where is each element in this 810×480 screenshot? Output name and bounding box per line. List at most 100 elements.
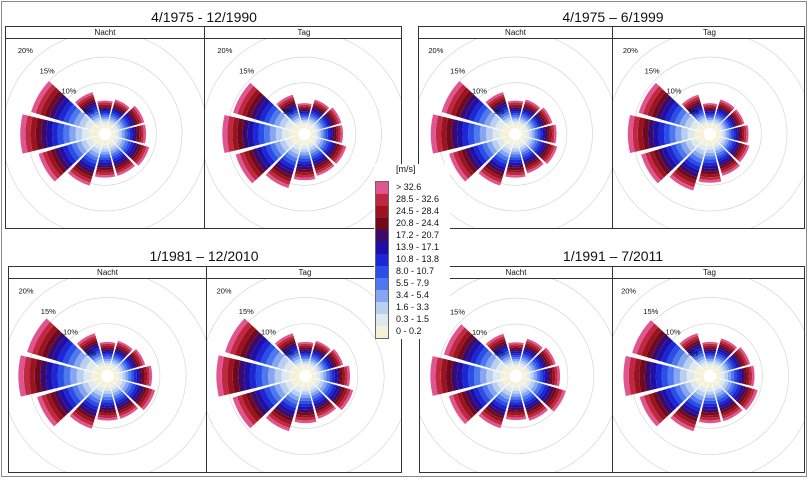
speed-band — [540, 108, 551, 125]
speed-band — [650, 362, 658, 390]
speed-band — [69, 125, 77, 143]
direction-sector — [710, 125, 749, 143]
speed-band — [90, 372, 108, 380]
speed-band — [528, 139, 536, 149]
speed-band — [67, 347, 82, 366]
speed-band — [327, 142, 337, 158]
speed-band — [115, 160, 132, 172]
speed-band — [488, 96, 506, 108]
rose-group-4: Nacht 15% 10% 5% Tag 20% 15% 10% 5% — [419, 266, 805, 473]
speed-band — [90, 146, 101, 154]
speed-band — [666, 344, 681, 365]
speed-band — [738, 368, 742, 384]
speed-band — [275, 127, 283, 141]
speed-band — [126, 112, 136, 126]
speed-band — [452, 151, 472, 179]
speed-band — [308, 116, 317, 123]
speed-band — [234, 325, 256, 357]
speed-band — [44, 90, 63, 118]
speed-band — [726, 358, 735, 370]
speed-band — [719, 123, 725, 131]
speed-band — [491, 139, 502, 152]
speed-band — [718, 154, 732, 165]
direction-sector — [20, 114, 105, 154]
speed-band — [270, 142, 283, 159]
speed-band — [97, 161, 113, 166]
speed-band — [100, 115, 110, 118]
calm-center — [703, 127, 717, 141]
speed-band — [313, 156, 328, 167]
speed-band — [118, 402, 135, 414]
direction-sector — [505, 376, 527, 421]
speed-band — [503, 117, 512, 124]
speed-band — [67, 386, 81, 405]
speed-band — [508, 345, 524, 349]
speed-band — [335, 126, 339, 142]
direction-sector — [297, 341, 314, 376]
speed-band — [317, 362, 324, 372]
speed-band — [469, 388, 484, 410]
speed-band — [85, 360, 96, 372]
speed-band — [314, 122, 321, 131]
speed-band — [470, 343, 486, 364]
speed-band — [299, 349, 312, 352]
speed-band — [287, 350, 299, 359]
speed-band — [314, 158, 330, 169]
speed-band — [523, 348, 536, 358]
speed-band — [661, 340, 677, 363]
speed-band — [718, 379, 726, 387]
speed-band — [658, 122, 666, 146]
speed-band — [323, 371, 327, 381]
speed-band — [511, 117, 520, 120]
speed-band — [482, 166, 503, 180]
speed-band — [268, 367, 276, 385]
speed-band — [723, 130, 727, 138]
speed-band — [46, 120, 54, 148]
speed-band — [521, 389, 531, 397]
wind-rose-tag: 20% 15% 10% 5% — [613, 279, 804, 472]
speed-band — [684, 340, 701, 351]
rose-panel: Tag 20% 15% 10% 5% — [206, 267, 401, 472]
speed-band — [293, 358, 302, 366]
speed-band — [679, 405, 699, 419]
speed-band — [114, 99, 130, 110]
speed-band — [277, 160, 295, 173]
speed-band — [492, 101, 507, 112]
speed-band — [275, 405, 294, 419]
speed-band — [716, 353, 727, 361]
speed-band — [54, 390, 71, 415]
speed-band — [81, 340, 98, 351]
speed-band — [129, 353, 140, 368]
direction-sector — [710, 134, 750, 163]
speed-band — [247, 149, 265, 175]
speed-band — [506, 411, 526, 416]
speed-band — [448, 394, 469, 425]
speed-band — [102, 121, 108, 125]
speed-band — [91, 353, 102, 361]
speed-band — [124, 113, 134, 127]
speed-band — [642, 118, 650, 150]
speed-band — [718, 137, 724, 144]
speed-band — [95, 171, 115, 176]
speed-band — [509, 347, 523, 351]
speed-band — [705, 112, 715, 116]
direction-sector — [107, 376, 156, 411]
speed-band — [281, 370, 290, 382]
speed-band — [135, 386, 148, 405]
speed-band — [733, 385, 744, 401]
speed-band — [138, 367, 143, 385]
speed-band — [528, 362, 536, 372]
speed-band — [520, 146, 529, 153]
speed-band — [482, 142, 494, 158]
legend-swatch — [376, 206, 388, 218]
speed-band — [687, 128, 695, 140]
ring-label: 10% — [63, 328, 78, 337]
panel-header: Nacht — [6, 27, 204, 39]
speed-band — [264, 124, 271, 144]
speed-band — [282, 397, 298, 409]
speed-band — [122, 115, 132, 127]
speed-band — [642, 85, 663, 116]
direction-sector — [478, 134, 516, 186]
speed-band — [510, 151, 521, 155]
speed-band — [284, 105, 297, 115]
